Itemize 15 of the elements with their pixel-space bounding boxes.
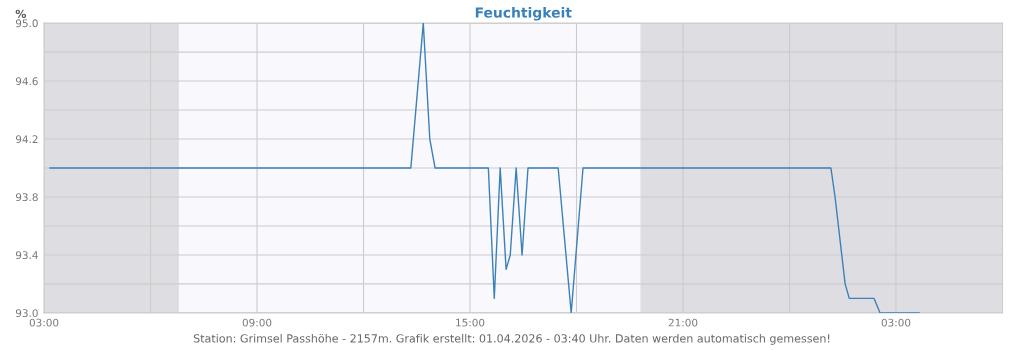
y-tick-label: 94.2 [15, 135, 38, 144]
x-tick-label: 21:00 [668, 318, 698, 327]
chart-title: Feuchtigkeit [475, 6, 572, 21]
x-tick-label: 03:00 [29, 318, 59, 327]
y-tick-label: 94.6 [15, 77, 38, 86]
line-series [49, 23, 920, 313]
text: Station: Grimsel Passhöhe - 2157m. Grafik erstellt: 01.04.2026 - 03:40 Uhr. Daten werden automatisch gemessen! [193, 334, 830, 345]
y-tick-label: 95.0 [15, 19, 38, 28]
x-tick-label: 15:00 [456, 318, 485, 327]
y-tick-label: 93.0 [15, 309, 38, 318]
x-tick-label: 03:00 [881, 318, 911, 327]
y-tick-label: 93.8 [15, 193, 38, 202]
y-axis-title: % [15, 9, 27, 19]
y-tick-label: 93.4 [15, 251, 38, 260]
x-tick-label: 09:00 [242, 318, 272, 327]
